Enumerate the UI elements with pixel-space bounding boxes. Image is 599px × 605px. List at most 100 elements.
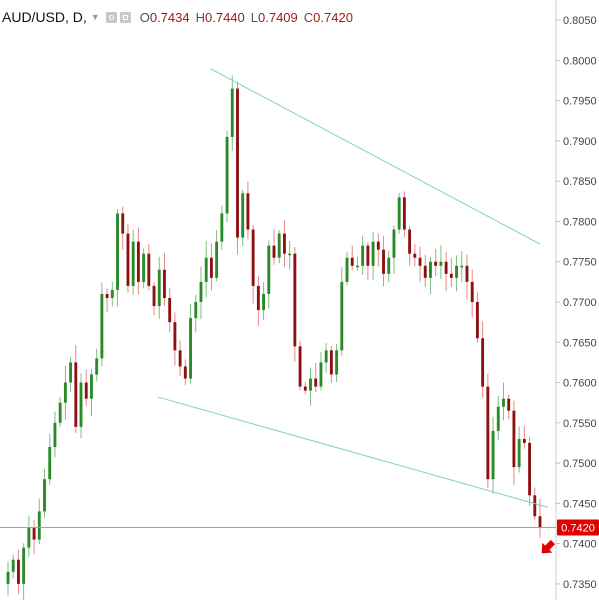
candle [69,357,73,393]
candle-body [100,293,104,359]
candle-body [272,245,276,258]
candle [142,248,146,289]
candle [434,248,438,277]
settings-icon[interactable] [105,11,117,23]
open-label: O [139,9,150,25]
tick-label: 0.7350 [563,579,597,591]
candle-body [48,446,52,480]
candle [277,229,281,264]
candle [84,369,88,406]
candle [16,550,20,595]
candle [397,192,401,234]
candle-body [84,382,88,399]
candle [282,220,286,268]
candle [220,205,224,251]
candle-body [418,257,422,266]
last-price-marker: 0.7420 [0,519,599,536]
symbol-title[interactable]: AUD/USD, D, [2,9,87,25]
candle-body [142,253,146,282]
lower-trendline[interactable] [157,396,549,508]
candle-body [455,265,458,278]
candle [382,236,385,287]
tick-label: 0.7400 [563,539,597,551]
candle-body [434,261,438,266]
candle-body [397,197,401,230]
candle [262,282,266,321]
trendlines[interactable] [157,68,549,508]
candle-body [460,265,464,268]
low-label: L [250,9,258,25]
candle-body [356,265,359,268]
candle [116,209,119,307]
candle-body [371,241,375,266]
candle [246,181,250,240]
candle-body [533,495,537,517]
format-icon[interactable] [119,11,131,23]
upper-trendline[interactable] [209,68,541,245]
candle-body [236,88,239,238]
open-value: 0.7434 [149,9,190,25]
candle-body [413,253,417,258]
down-arrow-icon [541,539,556,554]
candle-body [366,245,370,266]
candle [136,227,140,295]
candle [251,225,255,304]
candle-body [345,257,349,282]
candle [475,292,479,343]
candle-body [350,257,354,266]
candle [345,252,349,286]
candle-body [408,229,412,254]
candle-body [53,422,57,447]
candle [418,246,422,283]
high-label: H [195,9,205,25]
candle [152,281,156,316]
candle-body [288,253,292,256]
candle [366,242,370,280]
candles [6,75,542,600]
candle [298,340,302,391]
candle [481,320,485,398]
tick-label: 0.7950 [563,96,597,108]
candle-body [376,241,380,250]
candle-body [32,527,36,540]
candle-body [382,249,385,274]
candle-body [194,302,198,319]
candle [43,468,46,519]
candle-body [465,265,469,282]
candle [168,288,172,333]
candle [183,359,187,386]
candle [6,561,10,596]
candle [486,373,490,489]
candle-body [491,430,495,480]
candle-body [69,362,73,383]
candle [58,396,62,427]
candle [502,382,505,421]
candle-body [329,350,333,375]
candle [272,229,276,265]
chevron-down-icon[interactable]: ▼ [90,12,100,22]
candle-body [319,362,323,387]
candle [27,515,31,557]
candle [429,256,432,295]
candle [178,340,182,377]
candle [314,363,318,392]
tick-label: 0.8050 [563,15,597,27]
candle [444,251,448,292]
tick-label: 0.7650 [563,337,597,349]
candle-body [136,241,140,282]
candle-body [74,362,78,427]
candle [95,348,99,382]
candle-body [157,269,161,307]
candle [293,247,297,362]
candle [225,130,229,223]
candle-body [309,378,312,391]
candle [241,189,245,247]
candle [517,426,521,473]
candle-body [147,253,151,286]
candle [230,75,234,151]
candle [528,436,532,507]
candle [126,223,130,293]
candle [131,229,135,295]
